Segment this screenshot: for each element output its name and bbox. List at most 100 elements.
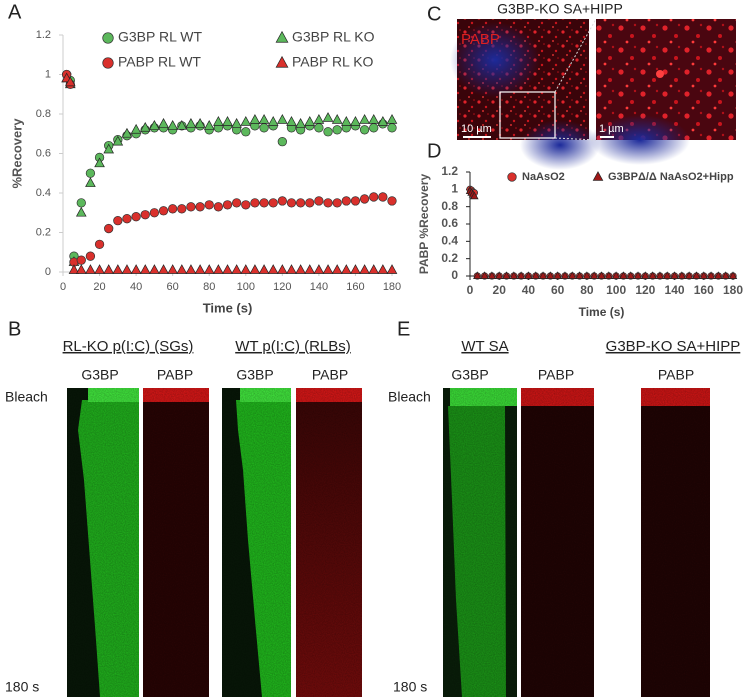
y-tick-label: 0.2 bbox=[36, 226, 51, 238]
data-point bbox=[277, 264, 288, 274]
data-point bbox=[611, 271, 621, 279]
data-point bbox=[350, 264, 361, 274]
data-point bbox=[231, 117, 242, 128]
data-point bbox=[213, 202, 224, 212]
group-title: G3BP-KO SA+HIPP bbox=[606, 338, 741, 355]
data-point bbox=[94, 157, 105, 168]
data-point bbox=[213, 116, 224, 126]
data-point bbox=[619, 271, 628, 279]
data-point bbox=[655, 271, 665, 279]
y-tick-label: 0.2 bbox=[441, 251, 458, 265]
data-point bbox=[313, 114, 325, 124]
stain-label: PABP bbox=[461, 31, 500, 48]
data-point bbox=[85, 177, 96, 187]
y-axis-title: %Recovery bbox=[9, 118, 24, 189]
data-point bbox=[158, 117, 169, 128]
panel-letter: E bbox=[397, 318, 410, 340]
x-tick-label: 180 bbox=[723, 283, 743, 297]
data-point bbox=[495, 271, 504, 279]
data-point bbox=[368, 264, 380, 274]
data-point bbox=[313, 264, 325, 274]
data-point bbox=[721, 271, 730, 279]
legend-label: PABP RL WT bbox=[118, 54, 201, 70]
panel-letter: A bbox=[8, 1, 22, 23]
data-point bbox=[692, 271, 701, 279]
data-point bbox=[85, 264, 96, 274]
data-point bbox=[286, 198, 297, 208]
data-point bbox=[377, 264, 389, 274]
data-point bbox=[286, 116, 297, 126]
data-point bbox=[359, 114, 370, 124]
data-point bbox=[149, 119, 160, 130]
data-point bbox=[222, 264, 233, 274]
data-point bbox=[350, 116, 361, 126]
data-point bbox=[378, 192, 388, 202]
data-point bbox=[331, 264, 343, 274]
data-point bbox=[322, 112, 334, 122]
data-point bbox=[473, 271, 482, 279]
data-point bbox=[341, 196, 351, 206]
x-tick-label: 20 bbox=[93, 281, 105, 293]
data-point bbox=[369, 123, 379, 133]
data-point bbox=[560, 271, 570, 279]
y-tick-label: 1 bbox=[451, 182, 458, 196]
data-point bbox=[728, 271, 738, 279]
data-point bbox=[258, 114, 270, 124]
data-point bbox=[249, 264, 261, 274]
data-point bbox=[85, 168, 96, 178]
x-tick-label: 60 bbox=[551, 283, 565, 297]
data-point bbox=[213, 264, 224, 274]
data-point bbox=[113, 215, 123, 226]
data-point bbox=[139, 264, 151, 274]
data-point bbox=[203, 264, 215, 274]
channel-label: PABP bbox=[312, 367, 348, 383]
legend-marker bbox=[102, 32, 114, 44]
kymograph bbox=[641, 388, 710, 697]
time-label: Bleach bbox=[388, 389, 431, 405]
data-point bbox=[167, 264, 178, 274]
data-point bbox=[277, 114, 288, 124]
data-point bbox=[331, 114, 343, 124]
x-tick-label: 80 bbox=[203, 281, 215, 293]
data-point bbox=[103, 143, 115, 154]
legend-marker bbox=[102, 57, 114, 69]
data-point bbox=[85, 251, 96, 261]
data-point bbox=[267, 264, 279, 274]
x-tick-label: 0 bbox=[60, 281, 66, 293]
x-tick-label: 160 bbox=[694, 283, 714, 297]
data-point bbox=[314, 123, 324, 133]
data-point bbox=[241, 200, 251, 210]
y-tick-label: 1.2 bbox=[36, 29, 51, 41]
data-point bbox=[167, 119, 178, 130]
data-point bbox=[194, 117, 206, 128]
legend-label: G3BP RL KO bbox=[292, 29, 375, 45]
data-point bbox=[670, 271, 679, 279]
data-point bbox=[487, 271, 497, 279]
data-point bbox=[648, 271, 657, 279]
data-point bbox=[359, 194, 370, 204]
data-point bbox=[185, 117, 197, 128]
data-point bbox=[121, 264, 133, 274]
y-tick-label: 1.2 bbox=[441, 164, 458, 178]
data-point bbox=[130, 264, 142, 274]
x-tick-label: 40 bbox=[130, 281, 142, 293]
data-point bbox=[75, 206, 87, 217]
data-point bbox=[130, 123, 142, 134]
data-point bbox=[641, 271, 650, 279]
scale-bar-label: 1 µm bbox=[599, 123, 624, 135]
y-tick-label: 0.4 bbox=[36, 187, 51, 199]
data-point bbox=[706, 271, 716, 279]
data-point bbox=[323, 127, 333, 137]
data-point bbox=[305, 198, 315, 208]
x-tick-label: 100 bbox=[606, 283, 626, 297]
data-point bbox=[480, 271, 489, 279]
data-point bbox=[677, 271, 687, 279]
legend-label: PABP RL KO bbox=[292, 54, 374, 70]
data-point bbox=[76, 198, 86, 208]
data-point bbox=[112, 264, 124, 274]
data-point bbox=[122, 214, 132, 224]
kymograph bbox=[443, 388, 517, 697]
data-point bbox=[203, 119, 215, 130]
x-tick-label: 180 bbox=[383, 281, 401, 293]
